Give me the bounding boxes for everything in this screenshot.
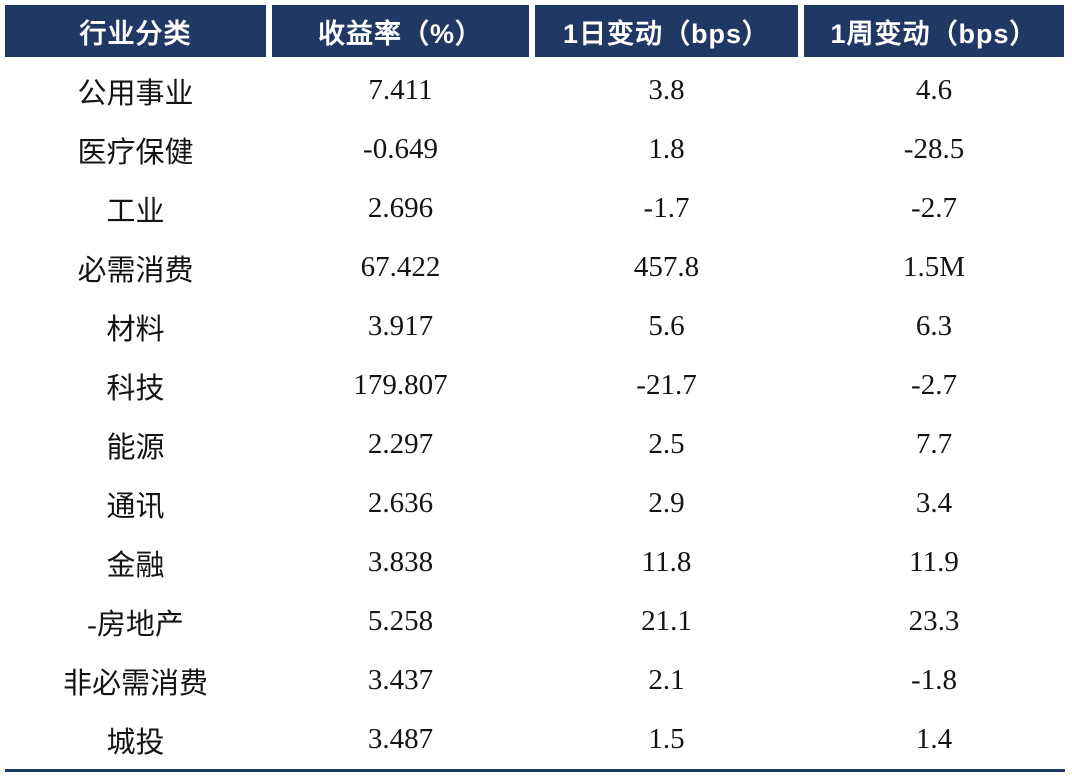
cell-yield: 3.917 [367,310,434,342]
cell-industry: 材料 [106,313,165,346]
table-row: 医疗保健 -0.649 1.8 -28.5 [5,120,1065,179]
cell-yield: 67.422 [360,251,441,283]
cell-1d-change: -21.7 [636,369,697,401]
cell-industry: 城投 [106,726,165,759]
cell-1d-change: -1.7 [643,192,690,224]
col-header-industry: 行业分类 [5,5,266,57]
sector-yield-table: 行业分类 收益率（%） 1日变动（bps） 1周变动（bps） 公用事业 7.4… [5,5,1065,772]
cell-1d-change: 1.5 [648,723,685,755]
cell-yield: 3.437 [367,664,434,696]
cell-1w-change: 4.6 [915,74,953,106]
cell-1w-change: 1.5M [902,251,966,283]
table-row: 非必需消费 3.437 2.1 -1.8 [5,651,1065,710]
cell-1d-change: 11.8 [641,546,692,578]
table-row: 公用事业 7.411 3.8 4.6 [5,61,1065,120]
cell-industry: 非必需消费 [62,667,208,700]
cell-industry: 医疗保健 [77,136,194,169]
cell-1w-change: 3.4 [915,487,953,519]
cell-1w-change: 11.9 [909,546,959,578]
cell-1d-change: 1.8 [648,133,685,165]
table-row: 必需消费 67.422 457.8 1.5M [5,238,1065,297]
cell-yield: 179.807 [353,369,448,401]
table-row: 城投 3.487 1.5 1.4 [5,710,1065,769]
cell-yield: 2.297 [367,428,434,460]
cell-industry: 公用事业 [77,77,194,110]
cell-industry: 金融 [106,549,165,582]
cell-1w-change: -2.7 [911,192,957,224]
cell-yield: 5.258 [367,605,434,637]
cell-1d-change: 3.8 [648,74,685,106]
cell-1w-change: 1.4 [915,723,953,755]
cell-yield: -0.649 [363,133,438,165]
table-row: 科技 179.807 -21.7 -2.7 [5,356,1065,415]
col-header-yield: 收益率（%） [272,5,529,57]
cell-industry: 工业 [106,195,165,228]
cell-1d-change: 5.6 [648,310,685,342]
cell-1w-change: -2.7 [911,369,957,401]
cell-1w-change: 6.3 [915,310,953,342]
cell-yield: 3.487 [367,723,434,755]
table-body: 公用事业 7.411 3.8 4.6 医疗保健 -0.649 1.8 -28.5… [5,57,1065,769]
cell-industry: 必需消费 [77,254,194,287]
col-header-1w-change: 1周变动（bps） [804,5,1064,57]
table-row: 材料 3.917 5.6 6.3 [5,297,1065,356]
table-row: 通讯 2.636 2.9 3.4 [5,474,1065,533]
cell-industry: 能源 [106,431,165,464]
cell-yield: 2.636 [367,487,434,519]
cell-industry: 通讯 [106,490,165,523]
cell-industry: -房地产 [87,608,184,641]
cell-yield: 3.838 [367,546,434,578]
cell-1d-change: 21.1 [641,605,692,637]
cell-1w-change: 23.3 [908,605,960,637]
cell-1w-change: 7.7 [915,428,953,460]
cell-1w-change: -28.5 [903,133,965,165]
table-row: -房地产 5.258 21.1 23.3 [5,592,1065,651]
cell-yield: 7.411 [368,74,433,106]
cell-1d-change: 2.9 [648,487,685,519]
table-header-row: 行业分类 收益率（%） 1日变动（bps） 1周变动（bps） [5,5,1065,57]
cell-yield: 2.696 [367,192,434,224]
table-row: 金融 3.838 11.8 11.9 [5,533,1065,592]
cell-1w-change: -1.8 [911,664,957,696]
cell-1d-change: 2.1 [648,664,685,696]
col-header-1d-change: 1日变动（bps） [535,5,798,57]
bottom-rule [5,769,1065,772]
table-row: 工业 2.696 -1.7 -2.7 [5,179,1065,238]
table-row: 能源 2.297 2.5 7.7 [5,415,1065,474]
cell-1d-change: 457.8 [633,251,700,283]
cell-industry: 科技 [106,372,165,405]
cell-1d-change: 2.5 [648,428,685,460]
